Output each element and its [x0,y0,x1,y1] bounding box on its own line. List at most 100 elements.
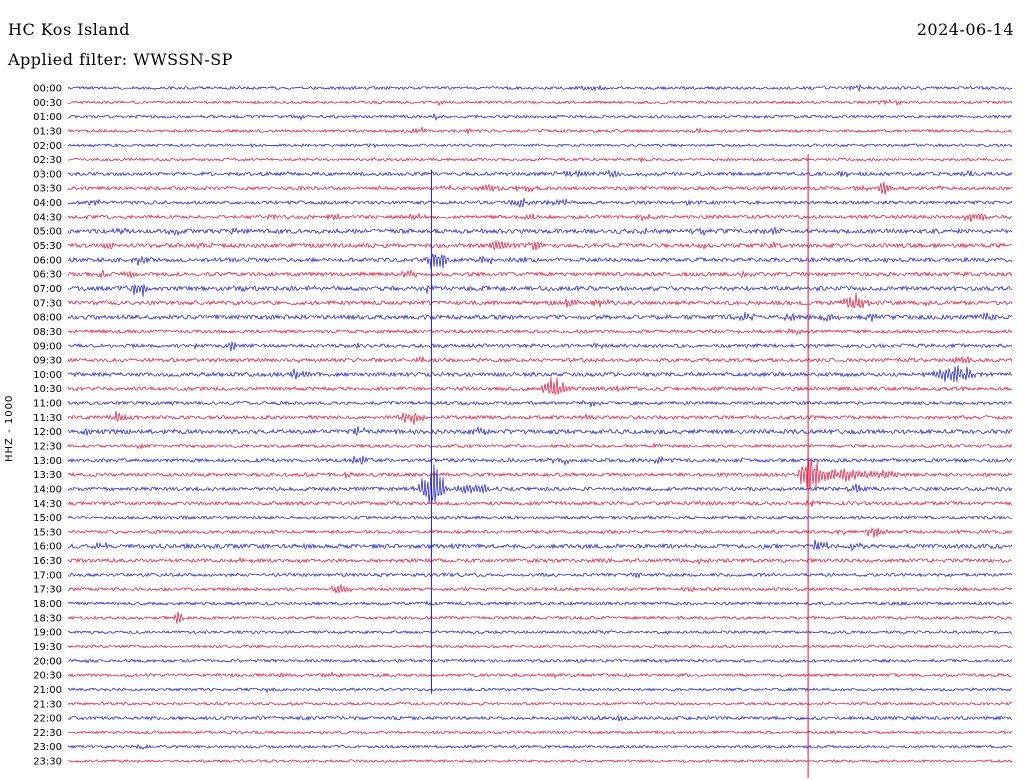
time-label-1100: 11:00 [33,399,62,410]
trace-row-1230 [67,442,1013,450]
trace-row-1900 [67,629,1012,635]
time-label-2000: 20:00 [33,656,62,667]
trace-row-0230 [67,156,1013,164]
trace-row-2300 [67,743,1013,750]
time-label-1230: 12:30 [33,442,62,453]
station-title: HC Kos Island [8,20,130,39]
time-label-0000: 00:00 [33,84,62,95]
trace-row-1300 [67,455,1013,466]
time-label-1730: 17:30 [33,585,62,596]
trace-row-0000 [67,83,1013,93]
trace-row-0030 [67,98,1013,107]
time-label-1830: 18:30 [33,613,62,624]
time-label-0600: 06:00 [33,255,62,266]
time-label-2300: 23:00 [33,742,62,753]
time-label-0400: 04:00 [33,198,62,209]
trace-row-1930 [67,644,1013,649]
time-label-0700: 07:00 [33,284,62,295]
trace-row-0130 [67,126,1013,135]
time-label-2330: 23:30 [33,757,62,768]
time-label-0130: 01:30 [33,127,62,138]
trace-row-0100 [68,112,1013,121]
time-label-2130: 21:30 [33,699,62,710]
time-label-0500: 05:00 [33,227,62,238]
trace-row-2130 [67,701,1013,706]
trace-row-1730 [67,584,1013,594]
time-label-1300: 13:00 [33,456,62,467]
trace-row-0330 [67,181,1013,195]
trace-row-1600 [67,539,1013,552]
time-label-1430: 14:30 [33,499,62,510]
time-label-1630: 16:30 [33,556,62,567]
time-label-0900: 09:00 [33,341,62,352]
trace-row-2200 [67,714,1013,722]
trace-row-1330 [67,453,1013,492]
time-label-0230: 02:30 [33,155,62,166]
time-label-0430: 04:30 [33,212,62,223]
trace-row-1630 [67,556,1013,566]
time-label-2230: 22:30 [33,728,62,739]
time-label-1930: 19:30 [33,642,62,653]
trace-row-2230 [67,730,1013,735]
trace-row-2100 [67,687,1013,694]
time-label-0200: 02:00 [33,141,62,152]
time-label-1900: 19:00 [33,628,62,639]
time-label-0730: 07:30 [33,298,62,309]
trace-row-1400 [67,464,1013,505]
trace-row-1500 [67,515,1012,521]
trace-row-1830 [67,611,1013,624]
trace-row-0300 [67,169,1013,179]
trace-row-0530 [67,240,1013,251]
trace-row-1700 [67,571,1013,579]
time-label-0300: 03:00 [33,169,62,180]
time-label-1800: 18:00 [33,599,62,610]
time-label-1200: 12:00 [33,427,62,438]
trace-row-2330 [67,758,1013,764]
time-label-0330: 03:30 [33,184,62,195]
time-label-1000: 10:00 [33,370,62,381]
trace-row-0430 [67,212,1013,223]
trace-row-1130 [67,410,1013,425]
trace-row-1430 [67,500,1013,507]
trace-row-0900 [67,341,1013,352]
trace-row-0730 [67,292,1013,309]
time-label-2030: 20:30 [33,671,62,682]
trace-row-2000 [67,658,1013,664]
trace-row-0200 [67,142,1013,149]
time-label-1600: 16:00 [33,542,62,553]
trace-row-0800 [67,311,1013,323]
time-label-0100: 01:00 [33,112,62,123]
applied-filter-label: Applied filter: WWSSN-SP [8,50,233,69]
trace-row-1100 [67,400,1013,407]
trace-row-1800 [67,600,1013,607]
trace-row-1200 [67,426,1013,436]
record-date: 2024-06-14 [916,20,1014,39]
time-label-1030: 10:30 [33,384,62,395]
trace-row-1030 [67,377,1013,396]
time-label-2100: 21:00 [33,685,62,696]
time-label-0800: 08:00 [33,313,62,324]
time-label-1330: 13:30 [33,470,62,481]
time-label-0030: 00:30 [33,98,62,109]
trace-row-0400 [67,197,1013,208]
time-label-0930: 09:30 [33,356,62,367]
time-label-1700: 17:00 [33,570,62,581]
trace-row-0930 [67,355,1013,365]
time-label-0830: 08:30 [33,327,62,338]
trace-row-0500 [67,226,1013,237]
time-label-0630: 06:30 [33,270,62,281]
trace-row-1530 [68,526,1013,538]
trace-row-0630 [67,269,1013,279]
trace-row-0700 [67,284,1013,297]
trace-row-0600 [67,253,1013,270]
trace-row-1000 [67,365,1013,383]
time-label-1530: 15:30 [33,527,62,538]
time-label-2200: 22:00 [33,714,62,725]
trace-row-2030 [67,671,1013,679]
time-label-1400: 14:00 [33,485,62,496]
time-label-1130: 11:30 [33,413,62,424]
trace-row-0830 [67,327,1013,336]
time-label-1500: 15:00 [33,513,62,524]
time-label-0530: 05:30 [33,241,62,252]
